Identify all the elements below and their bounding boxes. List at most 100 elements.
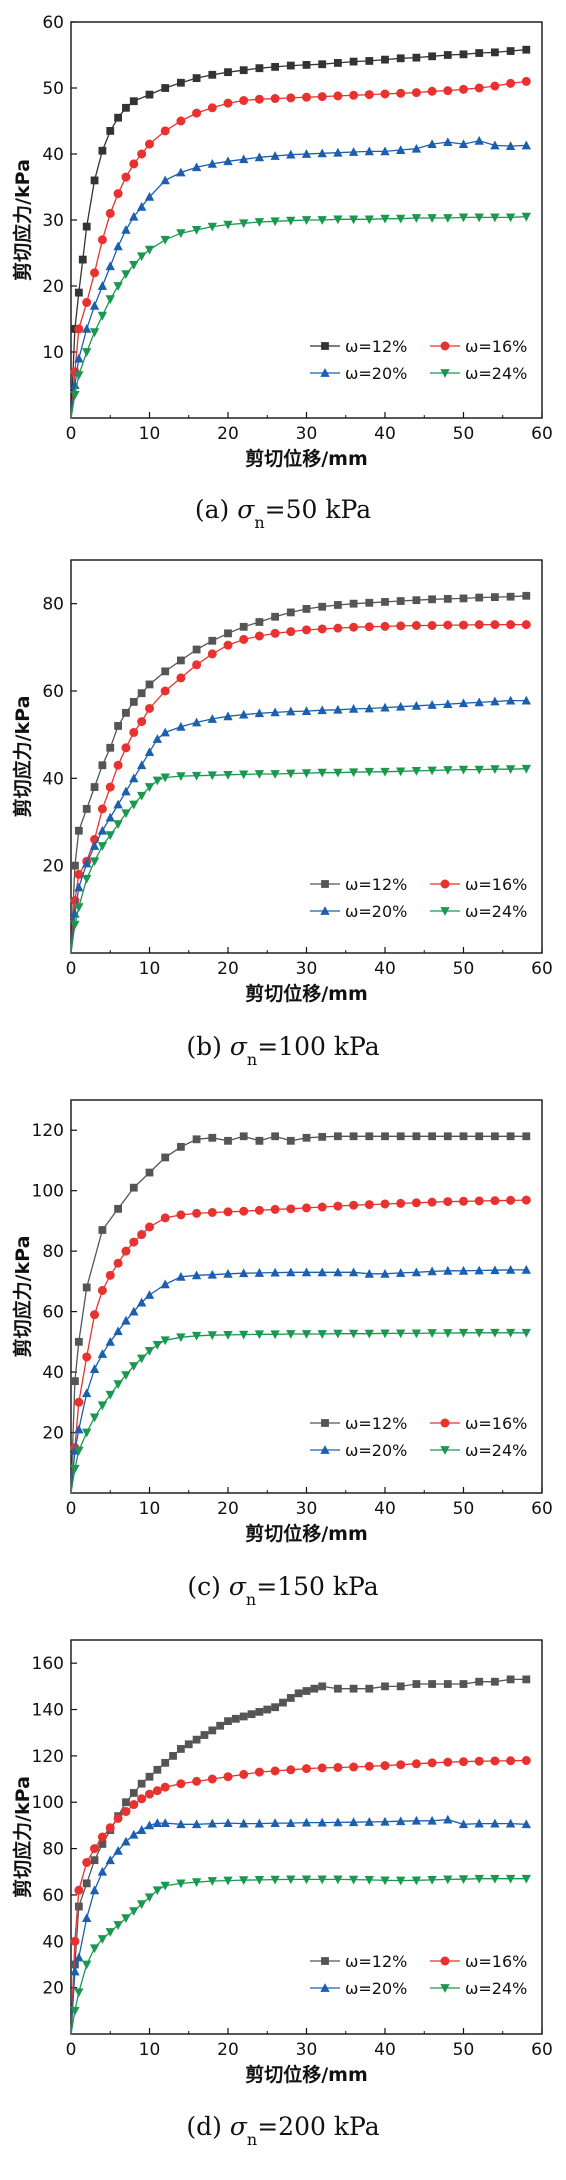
y-tick-label: 60 — [42, 682, 64, 702]
legend-marker — [320, 1445, 330, 1454]
data-point — [239, 66, 248, 75]
y-tick-label: 20 — [42, 277, 64, 297]
data-point — [113, 760, 123, 770]
data-point — [145, 90, 154, 99]
data-point — [364, 1268, 374, 1278]
data-point — [333, 1817, 343, 1827]
data-point — [458, 139, 469, 148]
legend-entry-label: ω=12% — [345, 1952, 407, 1971]
data-point — [71, 861, 79, 870]
data-point — [411, 700, 422, 710]
data-point — [223, 640, 233, 650]
data-point — [427, 1329, 437, 1338]
x-tick-label: 40 — [374, 1499, 396, 1519]
data-point — [239, 1330, 249, 1340]
data-point — [90, 1310, 100, 1320]
data-point — [105, 782, 115, 792]
panel-caption: (d) σn=200 kPa — [186, 2112, 379, 2149]
data-point — [286, 608, 295, 617]
data-point — [491, 1677, 499, 1686]
data-point — [153, 1765, 162, 1774]
data-point — [74, 324, 84, 334]
series-line — [70, 1135, 527, 1494]
x-tick-label: 30 — [296, 1499, 318, 1519]
data-point — [254, 1767, 264, 1777]
data-point — [70, 2006, 80, 2016]
data-point — [254, 1818, 265, 1828]
data-point — [98, 1840, 107, 1848]
data-point — [411, 1267, 422, 1277]
data-point — [114, 113, 122, 122]
data-point — [365, 1684, 374, 1693]
data-point — [412, 596, 421, 605]
data-point — [113, 1921, 123, 1930]
data-point — [490, 1818, 500, 1828]
data-point — [427, 86, 437, 96]
data-point — [310, 1684, 319, 1693]
legend-entry-label: ω=12% — [345, 337, 407, 356]
data-point — [380, 1761, 390, 1771]
legend-entry-label: ω=12% — [345, 1414, 407, 1433]
series-line — [70, 1818, 527, 2035]
data-point — [74, 371, 84, 380]
data-point — [317, 216, 327, 225]
series-line — [70, 49, 527, 419]
x-tick-label: 60 — [531, 2040, 553, 2060]
legend-entry-label: ω=16% — [465, 875, 527, 894]
data-point — [270, 707, 280, 717]
y-tick-label: 20 — [42, 1979, 64, 1999]
data-point — [365, 598, 374, 607]
legend-marker — [440, 879, 450, 889]
data-point — [105, 208, 115, 218]
data-point — [97, 1866, 108, 1876]
data-point — [286, 1136, 295, 1145]
data-point — [176, 1333, 186, 1343]
data-point — [506, 1675, 515, 1684]
data-point — [505, 1818, 516, 1828]
data-point — [396, 701, 406, 711]
data-point — [270, 1875, 280, 1885]
data-point — [231, 1714, 240, 1723]
data-point — [82, 1428, 92, 1438]
data-point — [270, 1766, 280, 1776]
legend-marker — [440, 1984, 450, 1993]
data-point — [144, 783, 155, 792]
data-point — [443, 699, 453, 708]
y-tick-label: 120 — [32, 1121, 64, 1141]
data-point — [82, 1388, 92, 1398]
data-point — [207, 1207, 217, 1217]
data-point — [98, 146, 107, 155]
data-point — [145, 1168, 154, 1177]
data-point — [490, 140, 500, 150]
data-point — [302, 61, 311, 69]
data-point — [255, 64, 264, 73]
data-point — [506, 620, 516, 630]
data-point — [224, 1717, 232, 1726]
data-point — [349, 599, 358, 608]
data-point — [254, 1330, 265, 1340]
data-point — [89, 1413, 100, 1423]
data-point — [129, 159, 139, 169]
data-point — [505, 1328, 516, 1338]
series-line — [70, 216, 527, 419]
data-point — [82, 805, 91, 813]
data-point — [317, 1763, 327, 1773]
data-point — [255, 1136, 264, 1145]
data-point — [82, 324, 92, 333]
data-point — [491, 1132, 499, 1141]
legend: ω=12% ω=16% ω=20% ω=24% — [310, 337, 527, 383]
data-point — [475, 1132, 484, 1141]
data-point — [121, 1246, 131, 1256]
data-point — [207, 1331, 217, 1341]
chart-panel-b: 0 10 20 30 40 50 60 20 40 60 80 剪切位移/mm 剪切应力/kPa ω=12… — [11, 559, 553, 1069]
data-point — [105, 295, 115, 305]
data-point — [474, 1265, 484, 1275]
data-point — [254, 152, 265, 162]
x-tick-label: 20 — [217, 959, 239, 979]
data-point — [207, 1269, 217, 1279]
legend-entry-label: ω=24% — [465, 364, 527, 383]
data-point — [318, 602, 327, 611]
data-point — [160, 686, 170, 696]
data-point — [301, 1203, 311, 1213]
data-point — [160, 1818, 170, 1827]
